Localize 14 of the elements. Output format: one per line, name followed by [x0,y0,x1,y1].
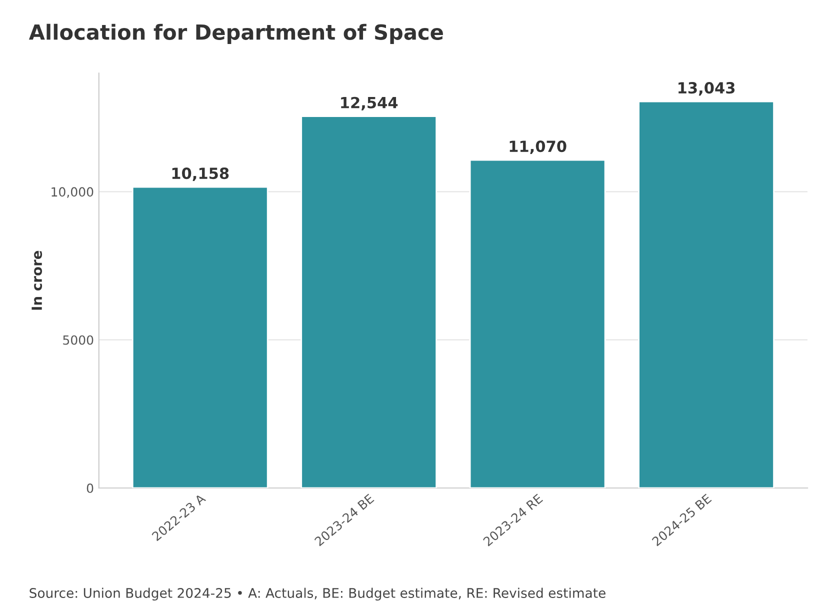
data-label: 11,070 [510,140,566,154]
data-label: 13,043 [678,82,735,96]
chart-title: Allocation for Department of Space [28,24,443,44]
data-label: 10,158 [172,168,229,182]
bar [132,186,268,488]
y-tick-label: 0 [86,483,94,493]
bar [638,100,774,488]
data-label: 12,544 [341,96,398,110]
y-axis-title: In crore [32,250,42,310]
source-note: Source: Union Budget 2024-25 • A: Actuals, BE: Budget estimate, RE: Revised estimate [30,588,606,601]
bar [300,116,438,488]
y-tick-label: 10,000 [52,187,94,198]
y-tick-label: 5000 [63,335,94,345]
bar [469,159,606,488]
